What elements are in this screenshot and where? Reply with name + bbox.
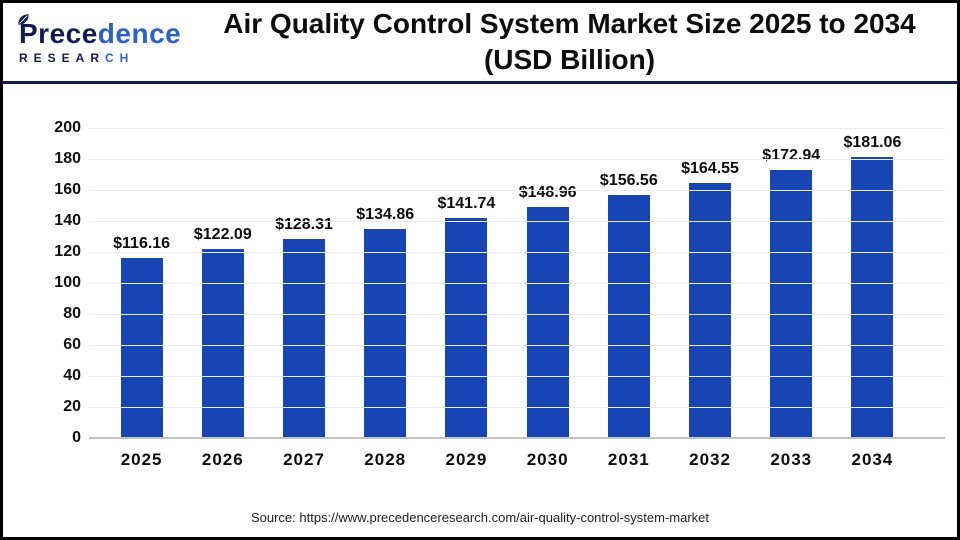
gridline — [89, 221, 945, 222]
bar-cell: $122.09 — [182, 84, 263, 438]
y-tick-label: 80 — [63, 305, 81, 322]
bar-cell: $116.16 — [101, 84, 182, 438]
bar-value-label: $122.09 — [193, 225, 252, 243]
bar — [770, 169, 813, 438]
y-tick-label: 40 — [63, 367, 81, 384]
chart-title-line1: Air Quality Control System Market Size 2… — [223, 8, 916, 40]
gridline — [89, 407, 945, 408]
gridline — [89, 252, 945, 253]
bar — [445, 218, 488, 438]
x-tick-label: 2032 — [689, 450, 731, 469]
y-tick-label: 120 — [54, 243, 81, 260]
x-tick-label: 2034 — [851, 450, 894, 469]
gridline — [89, 159, 945, 160]
bar-cell: $156.56 — [588, 84, 669, 438]
chart-title-line2: (USD Billion) — [483, 44, 656, 75]
bar — [283, 239, 325, 438]
x-tick-label: 2025 — [120, 450, 163, 469]
chart-title: Air Quality Control System Market Size 2… — [188, 6, 957, 78]
bars-container: $116.16 $122.09 $128.31 $134.86 $141.74 $148.… — [101, 84, 913, 438]
logo-brand-text: Precedence — [19, 17, 188, 49]
header-divider — [3, 81, 957, 84]
bar — [689, 182, 732, 438]
precedence-logo: Precedence RESEARCH — [3, 13, 188, 65]
bar-cell: $134.86 — [345, 84, 426, 438]
gridline — [89, 345, 945, 346]
x-axis-labels: 2025 2026 2027 2028 2029 2030 2031 2032 2033 2034 — [101, 450, 913, 470]
x-tick-label: 2033 — [770, 450, 813, 469]
x-tick-label: 2030 — [526, 450, 569, 469]
logo-leaf-icon — [18, 13, 29, 25]
x-tick-label: 2029 — [445, 450, 488, 469]
bar-cell: $141.74 — [426, 84, 507, 438]
y-tick-label: 60 — [63, 336, 81, 353]
bar-cell: $148.96 — [507, 84, 588, 438]
gridline — [89, 314, 945, 315]
bar-value-label: $164.55 — [681, 159, 739, 177]
bar — [607, 195, 650, 438]
y-tick-label: 100 — [54, 274, 81, 291]
logo-brand-dark: Prece — [19, 17, 98, 49]
logo-brand-light: dence — [97, 17, 182, 49]
logo-sub-dark: RESEAR — [19, 50, 106, 65]
x-tick-label: 2031 — [607, 450, 650, 469]
y-tick-label: 160 — [54, 181, 81, 198]
x-tick-label: 2028 — [364, 450, 407, 469]
bar-value-label: $172.94 — [762, 146, 821, 164]
bar — [364, 228, 407, 438]
logo-sub-text: RESEARCH — [19, 51, 188, 65]
bar — [526, 207, 569, 438]
bar-value-label: $128.31 — [275, 216, 333, 234]
bar-cell: $181.06 — [832, 84, 913, 438]
bar-value-label: $156.56 — [599, 172, 658, 190]
gridline — [89, 128, 945, 129]
bar-cell: $128.31 — [263, 84, 344, 438]
y-tick-label: 200 — [54, 119, 81, 136]
header: Precedence RESEARCH Air Quality Control … — [3, 3, 957, 81]
source-note: Source: https://www.precedenceresearch.c… — [250, 510, 710, 525]
bar-chart: $116.16 $122.09 $128.31 $134.86 $141.74 $148.… — [3, 84, 957, 502]
x-axis-line — [89, 437, 945, 439]
bar — [120, 257, 163, 438]
y-tick-label: 0 — [72, 429, 81, 446]
y-tick-label: 20 — [63, 398, 81, 415]
x-tick-label: 2026 — [201, 450, 244, 469]
gridline — [89, 283, 945, 284]
bar-value-label: $141.74 — [437, 195, 496, 213]
bar-cell: $164.55 — [669, 84, 750, 438]
bar-value-label: $134.86 — [356, 205, 415, 223]
bar-cell: $172.94 — [751, 84, 832, 438]
x-tick-label: 2027 — [283, 450, 325, 469]
bar — [851, 157, 894, 438]
y-tick-label: 180 — [54, 150, 81, 167]
bar-value-label: $181.06 — [843, 134, 902, 152]
bar — [201, 248, 244, 438]
gridline — [89, 190, 945, 191]
bar-value-label: $116.16 — [113, 234, 171, 252]
logo-sub-light: CH — [105, 50, 135, 65]
bar-value-label: $148.96 — [518, 184, 577, 202]
y-tick-label: 140 — [54, 212, 81, 229]
gridline — [89, 376, 945, 377]
